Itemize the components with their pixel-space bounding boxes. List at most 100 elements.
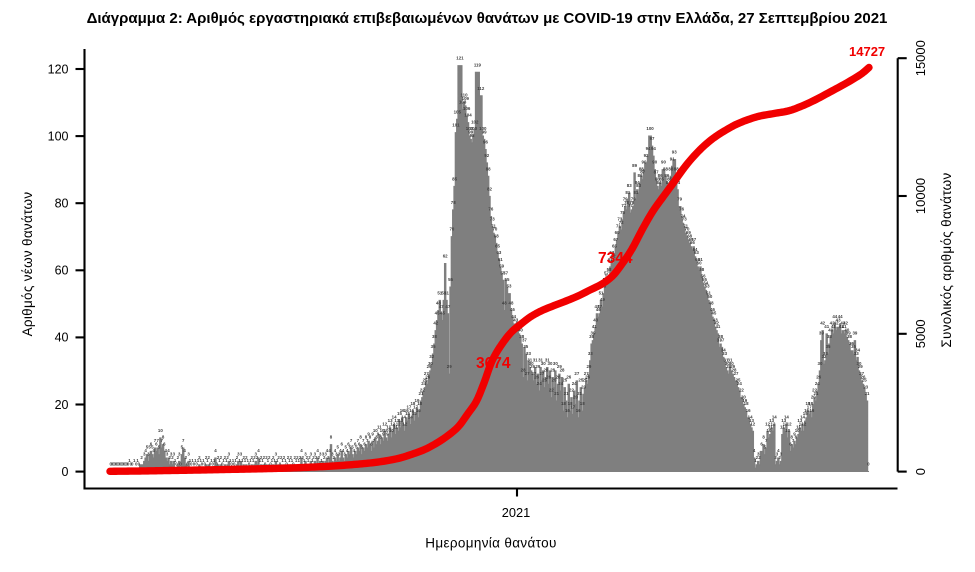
- svg-text:3: 3: [237, 451, 240, 456]
- svg-text:0: 0: [62, 465, 69, 479]
- svg-text:60: 60: [697, 260, 702, 265]
- svg-text:3: 3: [275, 451, 278, 456]
- svg-text:25: 25: [862, 378, 867, 383]
- svg-text:108: 108: [459, 99, 467, 104]
- svg-text:24: 24: [421, 381, 426, 386]
- svg-text:2: 2: [217, 455, 220, 460]
- svg-text:77: 77: [621, 203, 626, 208]
- svg-text:22: 22: [549, 388, 554, 393]
- svg-text:7: 7: [792, 438, 795, 443]
- svg-text:3: 3: [143, 451, 146, 456]
- svg-text:24: 24: [572, 381, 577, 386]
- svg-text:2: 2: [778, 455, 781, 460]
- svg-text:39: 39: [819, 331, 824, 336]
- svg-text:67: 67: [689, 237, 694, 242]
- svg-text:0: 0: [126, 462, 129, 467]
- svg-text:1: 1: [271, 458, 274, 463]
- svg-text:25: 25: [578, 378, 583, 383]
- svg-text:24: 24: [815, 381, 820, 386]
- svg-text:104: 104: [464, 113, 472, 118]
- svg-text:30: 30: [428, 361, 433, 366]
- svg-text:60: 60: [55, 264, 69, 278]
- svg-text:98: 98: [470, 133, 475, 138]
- svg-text:5: 5: [361, 445, 364, 450]
- svg-text:1: 1: [320, 458, 323, 463]
- svg-text:78: 78: [624, 200, 629, 205]
- svg-text:6: 6: [370, 441, 373, 446]
- svg-text:12: 12: [783, 421, 788, 426]
- svg-text:28: 28: [560, 368, 565, 373]
- svg-text:10000: 10000: [913, 178, 928, 214]
- svg-text:6: 6: [789, 441, 792, 446]
- svg-text:25: 25: [562, 378, 567, 383]
- svg-text:29: 29: [427, 364, 432, 369]
- svg-text:82: 82: [487, 186, 492, 191]
- svg-text:85: 85: [655, 176, 660, 181]
- svg-text:7: 7: [156, 438, 159, 443]
- svg-text:2: 2: [251, 455, 254, 460]
- svg-text:3: 3: [322, 451, 325, 456]
- svg-text:31: 31: [728, 358, 733, 363]
- svg-text:73: 73: [490, 217, 495, 222]
- svg-text:14727: 14727: [849, 44, 885, 59]
- svg-text:1: 1: [128, 458, 131, 463]
- svg-text:2: 2: [289, 455, 292, 460]
- svg-text:28: 28: [521, 368, 526, 373]
- svg-text:17: 17: [807, 404, 812, 409]
- svg-text:54: 54: [703, 280, 708, 285]
- svg-text:55: 55: [702, 277, 707, 282]
- svg-text:13: 13: [797, 418, 802, 423]
- svg-text:4: 4: [342, 448, 345, 453]
- svg-text:16: 16: [576, 408, 581, 413]
- svg-text:0: 0: [190, 462, 193, 467]
- svg-text:29: 29: [447, 364, 452, 369]
- svg-text:11: 11: [377, 425, 382, 430]
- svg-text:12: 12: [765, 421, 770, 426]
- svg-text:Διάγραμμα 2: Αριθμός εργαστηρι: Διάγραμμα 2: Αριθμός εργαστηριακά επιβεβ…: [87, 10, 888, 27]
- svg-text:46: 46: [510, 307, 515, 312]
- svg-text:25: 25: [542, 378, 547, 383]
- svg-text:37: 37: [719, 337, 724, 342]
- svg-text:38: 38: [718, 334, 723, 339]
- svg-text:18: 18: [805, 401, 810, 406]
- svg-text:70: 70: [685, 227, 690, 232]
- svg-text:44: 44: [838, 314, 843, 319]
- svg-text:12: 12: [799, 421, 804, 426]
- svg-text:3: 3: [324, 451, 327, 456]
- svg-text:5: 5: [764, 445, 767, 450]
- svg-text:27: 27: [525, 371, 530, 376]
- svg-text:1: 1: [252, 458, 255, 463]
- svg-text:16: 16: [400, 408, 405, 413]
- svg-text:40: 40: [518, 327, 523, 332]
- svg-text:4: 4: [183, 448, 186, 453]
- svg-text:1: 1: [136, 458, 139, 463]
- svg-text:Ημερομηνία θανάτου: Ημερομηνία θανάτου: [425, 536, 557, 551]
- svg-text:22: 22: [569, 388, 574, 393]
- svg-text:15: 15: [397, 411, 402, 416]
- svg-text:10: 10: [785, 428, 790, 433]
- svg-text:3: 3: [338, 451, 341, 456]
- svg-text:1: 1: [276, 458, 279, 463]
- svg-text:16: 16: [746, 408, 751, 413]
- svg-text:Συνολικός αριθμός θανάτων: Συνολικός αριθμός θανάτων: [939, 172, 954, 347]
- svg-text:12: 12: [771, 421, 776, 426]
- svg-text:3: 3: [187, 451, 190, 456]
- svg-text:48: 48: [502, 301, 507, 306]
- svg-text:39: 39: [846, 331, 851, 336]
- svg-text:17: 17: [413, 404, 418, 409]
- svg-text:40: 40: [55, 331, 69, 345]
- svg-text:13: 13: [398, 418, 403, 423]
- svg-text:4: 4: [300, 448, 303, 453]
- svg-text:41: 41: [715, 324, 720, 329]
- svg-text:1: 1: [206, 458, 209, 463]
- svg-text:27: 27: [859, 371, 864, 376]
- svg-text:88: 88: [486, 166, 491, 171]
- svg-text:10: 10: [795, 428, 800, 433]
- svg-text:7: 7: [366, 438, 369, 443]
- svg-text:1: 1: [303, 458, 306, 463]
- svg-text:8: 8: [359, 435, 362, 440]
- svg-text:75: 75: [620, 210, 625, 215]
- svg-text:2: 2: [263, 455, 266, 460]
- svg-text:14: 14: [401, 415, 406, 420]
- svg-text:14: 14: [772, 415, 777, 420]
